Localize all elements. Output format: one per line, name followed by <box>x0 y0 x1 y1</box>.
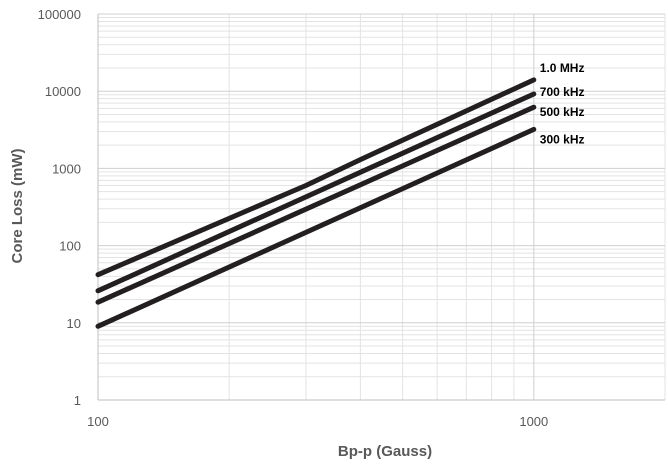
y-tick-label: 1 <box>74 393 81 408</box>
series-layer <box>95 77 537 329</box>
series-line-500-khz <box>95 104 537 305</box>
series-label-700-khz: 700 kHz <box>540 85 585 99</box>
x-tick-labels: 100 1000 <box>87 414 548 429</box>
y-tick-labels: 1 10 100 1000 10000 100000 <box>38 7 81 408</box>
y-tick-label: 1000 <box>52 161 81 176</box>
series-labels: 1.0 MHz 700 kHz 500 kHz 300 kHz <box>540 61 585 146</box>
series-label-500-khz: 500 kHz <box>540 105 585 119</box>
y-axis-title: Core Loss (mW) <box>9 148 26 263</box>
x-tick-label: 100 <box>87 414 109 429</box>
y-tick-label: 100 <box>59 239 81 254</box>
plot-frame <box>97 14 665 401</box>
y-tick-label: 10000 <box>45 84 81 99</box>
series-line-300-khz <box>95 126 537 329</box>
x-tick-label: 1000 <box>519 414 548 429</box>
minor-gridlines <box>98 14 666 400</box>
series-line-700-khz <box>95 91 537 294</box>
series-label-1-0-mhz: 1.0 MHz <box>540 61 585 75</box>
x-axis-title: Bp-p (Gauss) <box>338 443 432 460</box>
y-tick-label: 10 <box>67 316 81 331</box>
series-label-300-khz: 300 kHz <box>540 132 585 146</box>
series-line-1-0-mhz <box>95 77 537 278</box>
y-tick-label: 100000 <box>38 7 81 22</box>
